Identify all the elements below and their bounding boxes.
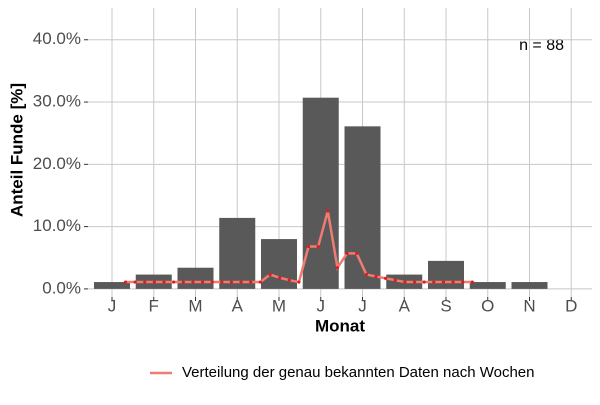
line-point xyxy=(162,280,166,284)
line-point xyxy=(258,280,262,284)
line-point xyxy=(239,280,243,284)
bar xyxy=(469,282,506,289)
line-point xyxy=(229,280,234,284)
line-point xyxy=(220,280,224,284)
line-point xyxy=(297,280,301,284)
y-tick-label: 40.0% xyxy=(33,29,81,48)
line-point xyxy=(172,280,176,284)
line-point xyxy=(451,280,455,284)
line-point xyxy=(384,276,388,280)
line-point xyxy=(123,280,128,284)
line-point xyxy=(143,280,147,284)
y-tick-label: 20.0% xyxy=(33,154,81,173)
y-tick-label: 30.0% xyxy=(33,92,81,111)
x-tick-label: N xyxy=(523,296,535,315)
line-point xyxy=(470,280,474,284)
line-point xyxy=(152,280,156,284)
line-point xyxy=(345,251,349,256)
bar xyxy=(177,267,214,289)
line-point xyxy=(268,272,272,277)
y-tick-label: 10.0% xyxy=(33,216,81,235)
line-point xyxy=(181,280,185,284)
line-point xyxy=(432,280,436,284)
line-point xyxy=(249,280,253,284)
annotation: n = 88 xyxy=(519,37,564,54)
x-tick-label: A xyxy=(399,296,411,315)
line-point xyxy=(422,280,426,284)
x-tick-label: A xyxy=(232,296,244,315)
x-axis-title: Monat xyxy=(315,316,365,335)
line-point xyxy=(364,272,368,277)
y-axis-title: Anteil Funde [%] xyxy=(7,83,26,217)
line-point xyxy=(355,251,359,256)
line-point xyxy=(200,280,205,284)
x-tick-label: J xyxy=(358,296,367,315)
line-point xyxy=(133,280,137,284)
x-tick-label: M xyxy=(272,296,286,315)
x-tick-label: O xyxy=(481,296,494,315)
bar xyxy=(428,260,464,289)
line-point xyxy=(210,280,214,284)
x-tick-label: J xyxy=(317,296,326,315)
line-point xyxy=(412,280,417,284)
bar xyxy=(344,126,381,289)
line-point xyxy=(374,274,378,279)
line-point xyxy=(306,244,311,249)
line-point xyxy=(335,266,340,270)
line-point xyxy=(461,280,465,284)
x-tick-label: M xyxy=(188,296,202,315)
x-tick-label: S xyxy=(440,296,451,315)
bar xyxy=(511,282,548,289)
line-point xyxy=(278,276,282,280)
line-point xyxy=(441,280,446,284)
legend-label: Verteilung der genau bekannten Daten nac… xyxy=(182,364,535,381)
line-point xyxy=(287,278,291,282)
x-tick-label: D xyxy=(565,296,577,315)
bar xyxy=(94,282,130,289)
bar xyxy=(219,217,256,289)
y-tick-label: 0.0% xyxy=(42,278,81,297)
x-tick-label: J xyxy=(108,296,117,315)
line-point xyxy=(393,278,397,282)
line-point xyxy=(191,280,195,284)
line-point xyxy=(316,244,320,249)
x-tick-label: F xyxy=(149,296,159,315)
line-point xyxy=(326,209,330,213)
bar xyxy=(302,97,339,289)
line-point xyxy=(403,280,407,284)
